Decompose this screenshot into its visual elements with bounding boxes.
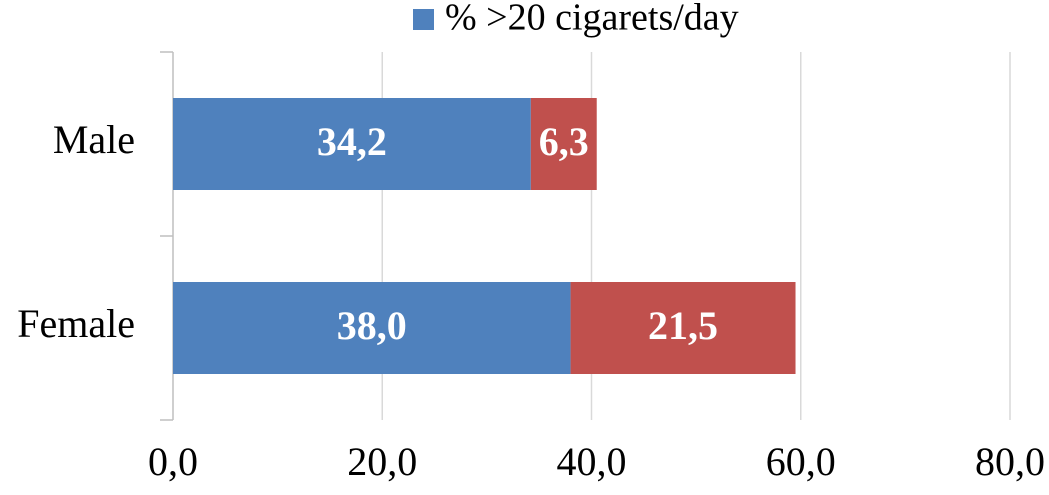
data-label: 6,3: [539, 119, 589, 164]
x-tick-label: 0,0: [148, 439, 198, 484]
x-tick-label: 40,0: [557, 439, 627, 484]
y-tick-label: Male: [53, 117, 135, 162]
legend-label: % >20 cigarets/day: [445, 0, 739, 39]
bar: [530, 98, 597, 190]
bar: [173, 282, 571, 374]
y-tick-label: Female: [17, 301, 135, 346]
data-label: 21,5: [648, 303, 718, 348]
data-label: 34,2: [317, 119, 387, 164]
bar: [173, 98, 531, 190]
legend-swatch: [413, 9, 434, 30]
bar: [570, 282, 796, 374]
x-tick-label: 80,0: [975, 439, 1045, 484]
x-tick-label: 20,0: [347, 439, 417, 484]
x-tick-label: 60,0: [766, 439, 836, 484]
data-label: 38,0: [337, 303, 407, 348]
